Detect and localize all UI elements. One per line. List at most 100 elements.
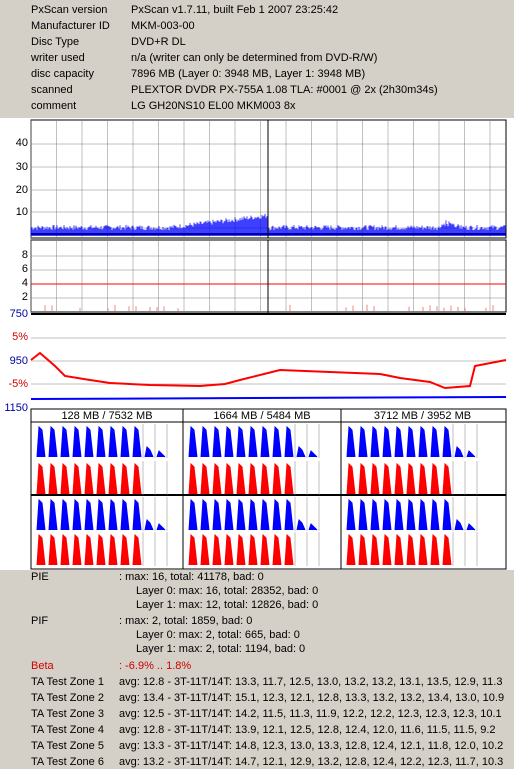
hist-bar [36,498,46,531]
hist-bar [370,425,380,458]
hist-bar [108,462,118,495]
hist-bar [60,425,70,458]
header-value: n/a (writer can only be determined from … [131,52,378,64]
hist-bar [212,425,222,458]
hist-bar [358,425,368,458]
hist-bar [418,425,428,458]
header-value: 7896 MB (Layer 0: 3948 MB, Layer 1: 3948… [131,68,366,80]
hist-bar [418,498,428,531]
test-zone-name: TA Test Zone 5 [31,740,104,752]
hist-bar [430,425,440,458]
hist-bar [418,462,428,495]
hist-bar [236,533,246,566]
hist-bar [72,498,82,531]
beta-tick: -5% [8,378,28,390]
hist-bar [430,533,440,566]
pif-layer1: Layer 1: max: 2, total: 1194, bad: 0 [136,643,306,655]
beta-value: : -6.9% .. 1.8% [119,660,192,672]
beta-tick: 5% [12,331,28,343]
header-key: scanned [31,84,73,96]
hist-bar [120,425,130,458]
hist-bar [346,425,356,458]
hist-bar [156,523,166,531]
hist-bar [84,498,94,531]
hist-bar [442,425,452,458]
hist-bar [200,462,210,495]
hist-bar [394,425,404,458]
hist-bar [200,533,210,566]
hist-bar [284,462,294,495]
hist-bar [358,498,368,531]
hist-bar [260,462,270,495]
hist-bar [236,425,246,458]
header-key: writer used [31,52,85,64]
hist-bar [382,425,392,458]
hist-bar [248,498,258,531]
test-zone-value: avg: 13.4 - 3T-11T/14T: 15.1, 12.3, 12.1… [119,692,505,704]
hist-bar [272,533,282,566]
hist-title-3: 3712 MB / 3952 MB [373,410,472,422]
header-key: comment [31,100,77,112]
test-zone-name: TA Test Zone 4 [31,724,104,736]
pif-tick: 4 [21,277,28,289]
hist-bar [418,533,428,566]
test-zone-value: avg: 12.8 - 3T-11T/14T: 13.9, 12.1, 12.5… [119,724,496,736]
hist-bar [188,425,198,458]
hist-bar [406,533,416,566]
pif-label: PIF [31,615,49,627]
hist-bar [96,462,106,495]
hist-bar [212,462,222,495]
jitter-trace [30,396,507,400]
hist-bar [346,462,356,495]
hist-bar [454,518,464,531]
hist-bar [370,462,380,495]
hist-bar [358,462,368,495]
hist-bar [454,445,464,458]
hist-bar [120,462,130,495]
hist-bar [60,533,70,566]
hist-bar [72,533,82,566]
pie-tick: 40 [15,137,28,149]
hist-bar [260,533,270,566]
hist-bar [394,498,404,531]
test-zone-name: TA Test Zone 3 [31,708,104,720]
test-zone-name: TA Test Zone 1 [31,676,104,688]
hist-bar [224,425,234,458]
pif-layer0: Layer 0: max: 2, total: 665, bad: 0 [136,629,300,641]
hist-bar [96,533,106,566]
hist-bar [120,533,130,566]
pie-trace [30,213,506,236]
hist-bar [96,425,106,458]
pif-tick: 8 [21,249,28,261]
hist-bar [120,498,130,531]
header-row: writer used n/a (writer can only be deter… [0,51,514,65]
hist-bar [284,425,294,458]
hist-bar [84,425,94,458]
pif-trace [44,304,494,311]
hist-bar [144,445,154,458]
hist-bar [144,518,154,531]
hist-bar [132,533,142,566]
hist-bar [260,498,270,531]
hist-bar [200,425,210,458]
hist-bar [212,498,222,531]
hist-bar [272,425,282,458]
header-value: PxScan v1.7.11, built Feb 1 2007 23:25:4… [131,4,339,16]
pie-tick: 30 [15,161,28,173]
hist-bar [430,498,440,531]
hist-bar [248,425,258,458]
hist-bar [370,533,380,566]
hist-bar [48,533,58,566]
hist-bar [132,462,142,495]
header-row: scanned PLEXTOR DVDR PX-755A 1.08 TLA: #0… [0,83,514,97]
hist-bar [72,462,82,495]
hist-bar [224,498,234,531]
test-zone-value: avg: 12.5 - 3T-11T/14T: 14.2, 11.5, 11.3… [119,708,502,720]
hist-bar [236,462,246,495]
hist-bar [394,533,404,566]
pie-layer0: Layer 0: max: 16, total: 28352, bad: 0 [136,585,319,597]
hist-title-1: 128 MB / 7532 MB [61,410,153,422]
hist-bar [382,533,392,566]
hist-title-2: 1664 MB / 5484 MB [213,410,311,422]
hist-bar [188,462,198,495]
